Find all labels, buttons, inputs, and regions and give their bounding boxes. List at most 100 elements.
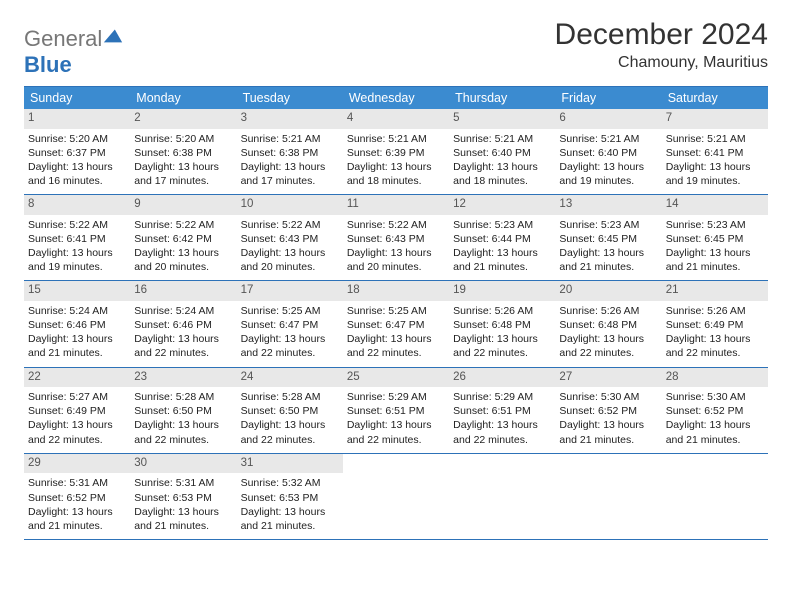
sunset-line: Sunset: 6:40 PM <box>559 146 657 160</box>
day-cell: 25Sunrise: 5:29 AMSunset: 6:51 PMDayligh… <box>343 368 449 453</box>
sunset-line: Sunset: 6:41 PM <box>28 232 126 246</box>
daylight-line: Daylight: 13 hours and 20 minutes. <box>347 246 445 274</box>
weekday-header: Tuesday <box>237 87 343 109</box>
sunset-line: Sunset: 6:42 PM <box>134 232 232 246</box>
sunrise-line: Sunrise: 5:22 AM <box>28 218 126 232</box>
daylight-line: Daylight: 13 hours and 22 minutes. <box>453 418 551 446</box>
day-number: 20 <box>555 281 661 301</box>
sunrise-line: Sunrise: 5:26 AM <box>453 304 551 318</box>
day-number: 31 <box>237 454 343 474</box>
sunrise-line: Sunrise: 5:25 AM <box>347 304 445 318</box>
sunrise-line: Sunrise: 5:21 AM <box>453 132 551 146</box>
weekday-header: Sunday <box>24 87 130 109</box>
day-number: 13 <box>555 195 661 215</box>
day-cell: 21Sunrise: 5:26 AMSunset: 6:49 PMDayligh… <box>662 281 768 366</box>
sunset-line: Sunset: 6:43 PM <box>241 232 339 246</box>
day-cell: 4Sunrise: 5:21 AMSunset: 6:39 PMDaylight… <box>343 109 449 194</box>
day-number: 3 <box>237 109 343 129</box>
day-number: 12 <box>449 195 555 215</box>
daylight-line: Daylight: 13 hours and 21 minutes. <box>28 505 126 533</box>
sunrise-line: Sunrise: 5:30 AM <box>559 390 657 404</box>
day-cell <box>662 454 768 539</box>
sunrise-line: Sunrise: 5:29 AM <box>347 390 445 404</box>
logo: General Blue <box>24 18 124 78</box>
day-cell: 23Sunrise: 5:28 AMSunset: 6:50 PMDayligh… <box>130 368 236 453</box>
day-cell: 24Sunrise: 5:28 AMSunset: 6:50 PMDayligh… <box>237 368 343 453</box>
weeks-container: 1Sunrise: 5:20 AMSunset: 6:37 PMDaylight… <box>24 109 768 540</box>
week-row: 15Sunrise: 5:24 AMSunset: 6:46 PMDayligh… <box>24 281 768 367</box>
sunrise-line: Sunrise: 5:24 AM <box>28 304 126 318</box>
day-number: 7 <box>662 109 768 129</box>
day-cell: 13 Sunrise: 5:23 AMSunset: 6:45 PMDayligh… <box>555 195 661 280</box>
day-cell: 9Sunrise: 5:22 AMSunset: 6:42 PMDaylight… <box>130 195 236 280</box>
day-number: 5 <box>449 109 555 129</box>
week-row: 1Sunrise: 5:20 AMSunset: 6:37 PMDaylight… <box>24 109 768 195</box>
sunrise-line: Sunrise: 5:26 AM <box>559 304 657 318</box>
sunset-line: Sunset: 6:53 PM <box>241 491 339 505</box>
day-number: 14 <box>662 195 768 215</box>
sunset-line: Sunset: 6:50 PM <box>134 404 232 418</box>
sunset-line: Sunset: 6:44 PM <box>453 232 551 246</box>
day-cell: 5Sunrise: 5:21 AMSunset: 6:40 PMDaylight… <box>449 109 555 194</box>
sunset-line: Sunset: 6:53 PM <box>134 491 232 505</box>
calendar: SundayMondayTuesdayWednesdayThursdayFrid… <box>24 86 768 540</box>
sunrise-line: Sunrise: 5:23 AM <box>559 218 657 232</box>
sunrise-line: Sunrise: 5:28 AM <box>134 390 232 404</box>
triangle-icon <box>102 24 124 46</box>
sunrise-line: Sunrise: 5:26 AM <box>666 304 764 318</box>
sunset-line: Sunset: 6:52 PM <box>666 404 764 418</box>
day-cell: 16Sunrise: 5:24 AMSunset: 6:46 PMDayligh… <box>130 281 236 366</box>
day-number: 10 <box>237 195 343 215</box>
sunrise-line: Sunrise: 5:30 AM <box>666 390 764 404</box>
day-cell: 12Sunrise: 5:23 AMSunset: 6:44 PMDayligh… <box>449 195 555 280</box>
day-cell: 22Sunrise: 5:27 AMSunset: 6:49 PMDayligh… <box>24 368 130 453</box>
daylight-line: Daylight: 13 hours and 17 minutes. <box>134 160 232 188</box>
daylight-line: Daylight: 13 hours and 21 minutes. <box>559 418 657 446</box>
sunset-line: Sunset: 6:49 PM <box>666 318 764 332</box>
sunset-line: Sunset: 6:39 PM <box>347 146 445 160</box>
daylight-line: Daylight: 13 hours and 21 minutes. <box>559 246 657 274</box>
sunrise-line: Sunrise: 5:22 AM <box>241 218 339 232</box>
daylight-line: Daylight: 13 hours and 22 minutes. <box>347 332 445 360</box>
daylight-line: Daylight: 13 hours and 22 minutes. <box>134 418 232 446</box>
sunset-line: Sunset: 6:47 PM <box>347 318 445 332</box>
day-cell: 27Sunrise: 5:30 AMSunset: 6:52 PMDayligh… <box>555 368 661 453</box>
sunset-line: Sunset: 6:38 PM <box>241 146 339 160</box>
sunset-line: Sunset: 6:52 PM <box>28 491 126 505</box>
day-cell: 18 Sunrise: 5:25 AMSunset: 6:47 PMDayligh… <box>343 281 449 366</box>
sunrise-line: Sunrise: 5:21 AM <box>241 132 339 146</box>
day-cell: 3Sunrise: 5:21 AMSunset: 6:38 PMDaylight… <box>237 109 343 194</box>
day-cell: 17Sunrise: 5:25 AMSunset: 6:47 PMDayligh… <box>237 281 343 366</box>
sunset-line: Sunset: 6:46 PM <box>28 318 126 332</box>
day-number: 22 <box>24 368 130 388</box>
day-cell <box>449 454 555 539</box>
daylight-line: Daylight: 13 hours and 19 minutes. <box>28 246 126 274</box>
sunset-line: Sunset: 6:45 PM <box>559 232 657 246</box>
daylight-line: Daylight: 13 hours and 22 minutes. <box>666 332 764 360</box>
day-cell: 29Sunrise: 5:31 AMSunset: 6:52 PMDayligh… <box>24 454 130 539</box>
day-number: 19 <box>449 281 555 301</box>
daylight-line: Daylight: 13 hours and 16 minutes. <box>28 160 126 188</box>
day-cell: 19Sunrise: 5:26 AMSunset: 6:48 PMDayligh… <box>449 281 555 366</box>
day-number: 18 <box>343 281 449 301</box>
daylight-line: Daylight: 13 hours and 22 minutes. <box>241 418 339 446</box>
sunset-line: Sunset: 6:50 PM <box>241 404 339 418</box>
weekday-header: Thursday <box>449 87 555 109</box>
sunrise-line: Sunrise: 5:21 AM <box>666 132 764 146</box>
sunset-line: Sunset: 6:43 PM <box>347 232 445 246</box>
daylight-line: Daylight: 13 hours and 21 minutes. <box>241 505 339 533</box>
daylight-line: Daylight: 13 hours and 22 minutes. <box>241 332 339 360</box>
sunset-line: Sunset: 6:45 PM <box>666 232 764 246</box>
logo-text: General Blue <box>24 24 124 78</box>
day-cell: 6Sunrise: 5:21 AMSunset: 6:40 PMDaylight… <box>555 109 661 194</box>
sunrise-line: Sunrise: 5:21 AM <box>347 132 445 146</box>
sunset-line: Sunset: 6:38 PM <box>134 146 232 160</box>
week-row: 22Sunrise: 5:27 AMSunset: 6:49 PMDayligh… <box>24 368 768 454</box>
daylight-line: Daylight: 13 hours and 22 minutes. <box>559 332 657 360</box>
weekday-row: SundayMondayTuesdayWednesdayThursdayFrid… <box>24 87 768 109</box>
daylight-line: Daylight: 13 hours and 20 minutes. <box>241 246 339 274</box>
logo-part-blue: Blue <box>24 52 72 77</box>
day-number: 6 <box>555 109 661 129</box>
sunrise-line: Sunrise: 5:31 AM <box>134 476 232 490</box>
sunset-line: Sunset: 6:41 PM <box>666 146 764 160</box>
